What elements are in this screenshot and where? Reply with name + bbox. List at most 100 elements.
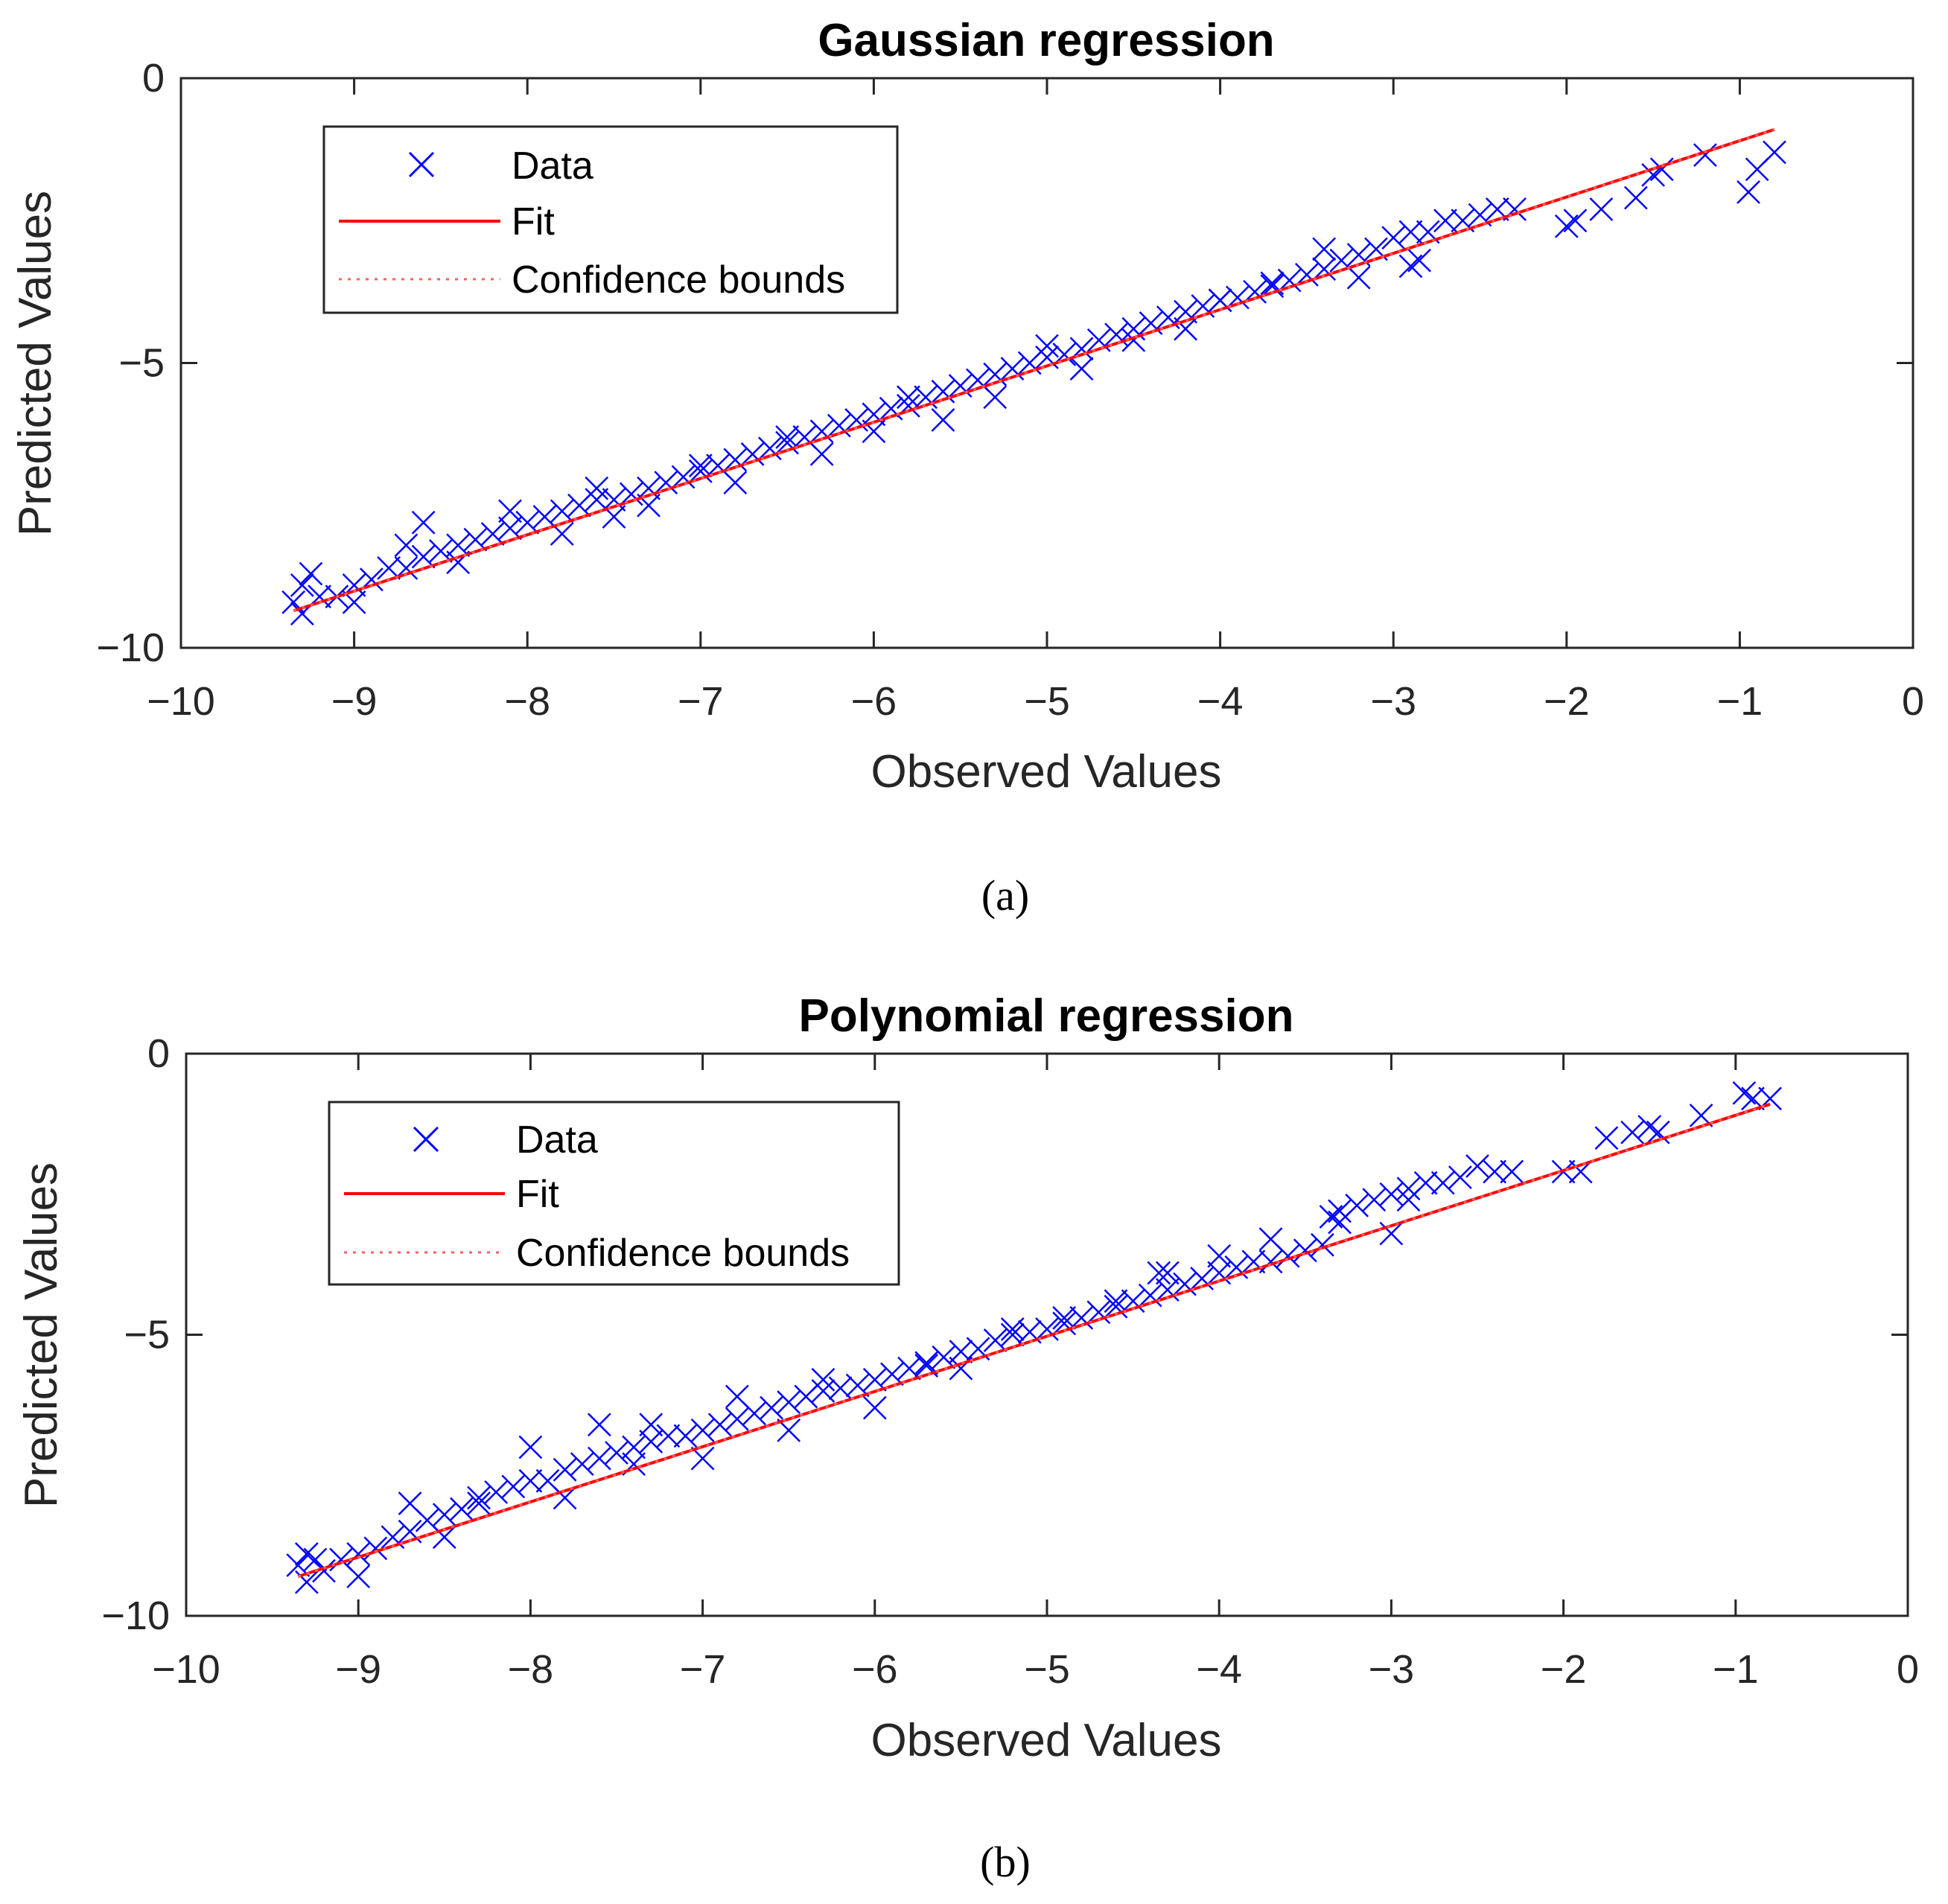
data-point — [411, 510, 436, 535]
data-point — [553, 1486, 577, 1510]
x-tick-label: −3 — [1369, 1647, 1415, 1692]
data-point — [587, 1446, 611, 1471]
data-point — [1500, 1159, 1524, 1184]
data-point — [294, 1542, 319, 1566]
x-tick-label: −5 — [1024, 1647, 1070, 1692]
legend-marker-data-icon — [413, 1126, 439, 1153]
data-point — [1052, 1311, 1077, 1336]
data-point — [432, 1525, 456, 1550]
data-point — [1260, 274, 1285, 299]
data-point — [1483, 1159, 1507, 1184]
data-point — [450, 1497, 474, 1521]
legend-label-confidence-bounds: Confidence bounds — [516, 1232, 850, 1275]
data-point — [1448, 1165, 1472, 1189]
data-point — [518, 1435, 543, 1459]
data-point — [725, 1384, 749, 1409]
data-points — [281, 140, 1786, 625]
data-point — [775, 430, 799, 455]
data-point — [1430, 1171, 1455, 1195]
data-point — [1258, 1249, 1283, 1274]
data-point — [1620, 1120, 1644, 1144]
data-point — [501, 1474, 526, 1499]
data-point — [1293, 1238, 1317, 1263]
data-point — [1311, 1232, 1334, 1257]
data-point — [914, 1351, 939, 1375]
data-point — [723, 471, 748, 495]
data-point — [1433, 208, 1457, 233]
data-point — [862, 402, 886, 427]
y-tick-label: −10 — [101, 1593, 170, 1638]
data-point — [299, 561, 323, 586]
data-point — [411, 544, 436, 569]
data-point — [1407, 248, 1431, 273]
legend-marker-data-icon — [408, 151, 435, 178]
data-point — [1035, 1317, 1059, 1341]
data-point — [931, 379, 955, 404]
data-point — [585, 476, 609, 500]
data-point — [363, 1536, 388, 1561]
data-point — [1312, 257, 1337, 281]
x-tick-label: −4 — [1197, 679, 1244, 724]
data-point — [619, 482, 643, 506]
data-point — [1035, 334, 1059, 358]
data-point — [1763, 140, 1786, 165]
chart-polynomial-regression: Polynomial regression −10 −9 −8 −7 −6 −5 −4 −3−… — [16, 990, 1919, 1886]
data-point — [690, 1446, 715, 1471]
x-axis-label: Observed Values — [871, 1715, 1222, 1766]
data-point — [827, 413, 851, 438]
data-point — [862, 1368, 887, 1392]
data-point — [931, 408, 955, 432]
x-tick-label: −8 — [508, 1647, 554, 1692]
data-point — [777, 1390, 801, 1414]
data-point — [1398, 220, 1423, 244]
x-tick-label: −4 — [1196, 1647, 1242, 1692]
data-point — [932, 1345, 956, 1369]
confidence-bounds-line — [297, 1103, 1771, 1578]
x-tick-label: −5 — [1024, 679, 1070, 724]
chart-title: Gaussian regression — [818, 15, 1274, 66]
data-point — [914, 385, 938, 410]
data-point — [553, 1457, 577, 1482]
data-point — [897, 385, 920, 410]
data-point — [725, 1407, 749, 1431]
data-point — [1069, 357, 1094, 381]
y-axis-label: Predicted Values — [16, 1162, 67, 1508]
data-point — [809, 442, 834, 466]
data-point — [432, 1503, 456, 1526]
data-point — [1207, 1244, 1232, 1268]
x-tick-label: −6 — [851, 679, 897, 724]
data-point — [1224, 1255, 1249, 1279]
y-tick-label: 0 — [147, 1031, 170, 1076]
data-point — [1693, 143, 1717, 168]
data-point — [1649, 157, 1674, 182]
legend-label-fit: Fit — [516, 1173, 559, 1216]
x-tick-label: −6 — [852, 1647, 898, 1692]
data-point — [1295, 263, 1319, 287]
data-point — [346, 1542, 371, 1566]
x-tick-label: 0 — [1897, 1647, 1919, 1692]
data-point — [983, 385, 1008, 410]
data-point — [602, 488, 626, 512]
data-point — [1328, 1210, 1352, 1235]
caption: (a) — [981, 871, 1029, 920]
data-point — [518, 1468, 543, 1493]
y-tick-label: −5 — [124, 1313, 170, 1357]
legend: Data Fit Confidence bounds — [322, 125, 899, 314]
data-point — [707, 1413, 732, 1437]
x-tick-label: −2 — [1541, 1647, 1587, 1692]
data-point — [570, 1452, 594, 1477]
data-point — [1155, 1278, 1180, 1302]
data-point — [1138, 1283, 1162, 1308]
data-point — [346, 1564, 371, 1589]
legend-label-confidence-bounds: Confidence bounds — [512, 258, 845, 302]
data-point — [550, 499, 574, 523]
data-point — [1568, 1159, 1593, 1184]
data-point — [446, 533, 471, 558]
data-point — [1104, 1294, 1128, 1319]
data-point — [880, 1362, 904, 1386]
data-point — [1207, 1261, 1232, 1285]
legend-label-data: Data — [512, 144, 593, 188]
data-point — [1362, 1188, 1387, 1212]
data-point — [1379, 1221, 1404, 1246]
